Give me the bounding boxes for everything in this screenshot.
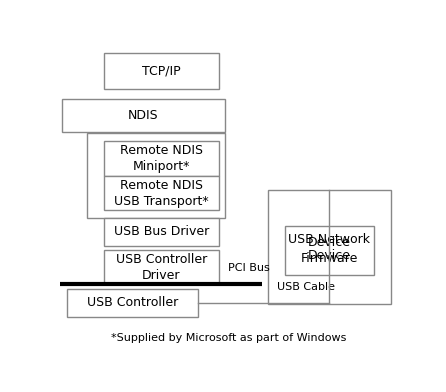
Text: USB Bus Driver: USB Bus Driver xyxy=(114,225,209,238)
Text: Remote NDIS
USB Transport*: Remote NDIS USB Transport* xyxy=(114,179,208,208)
Text: Device
Firmware: Device Firmware xyxy=(301,236,358,265)
Bar xyxy=(104,176,219,210)
Text: Remote NDIS
Miniport*: Remote NDIS Miniport* xyxy=(120,144,202,173)
Bar xyxy=(104,250,219,284)
Text: USB Cable: USB Cable xyxy=(277,282,335,292)
Bar xyxy=(62,100,225,132)
Bar xyxy=(66,289,198,317)
Text: NDIS: NDIS xyxy=(128,109,159,122)
Text: USB Controller: USB Controller xyxy=(87,296,178,309)
Text: PCI Bus: PCI Bus xyxy=(228,263,269,274)
Bar xyxy=(104,53,219,89)
Bar xyxy=(87,133,225,218)
Text: TCP/IP: TCP/IP xyxy=(142,64,181,77)
Text: *Supplied by Microsoft as part of Windows: *Supplied by Microsoft as part of Window… xyxy=(111,334,346,343)
Bar xyxy=(285,226,373,275)
Text: USB Controller
Driver: USB Controller Driver xyxy=(116,253,207,282)
Bar xyxy=(268,190,391,304)
Bar xyxy=(104,141,219,176)
Text: USB Network
Device: USB Network Device xyxy=(288,233,370,262)
Bar xyxy=(104,218,219,246)
